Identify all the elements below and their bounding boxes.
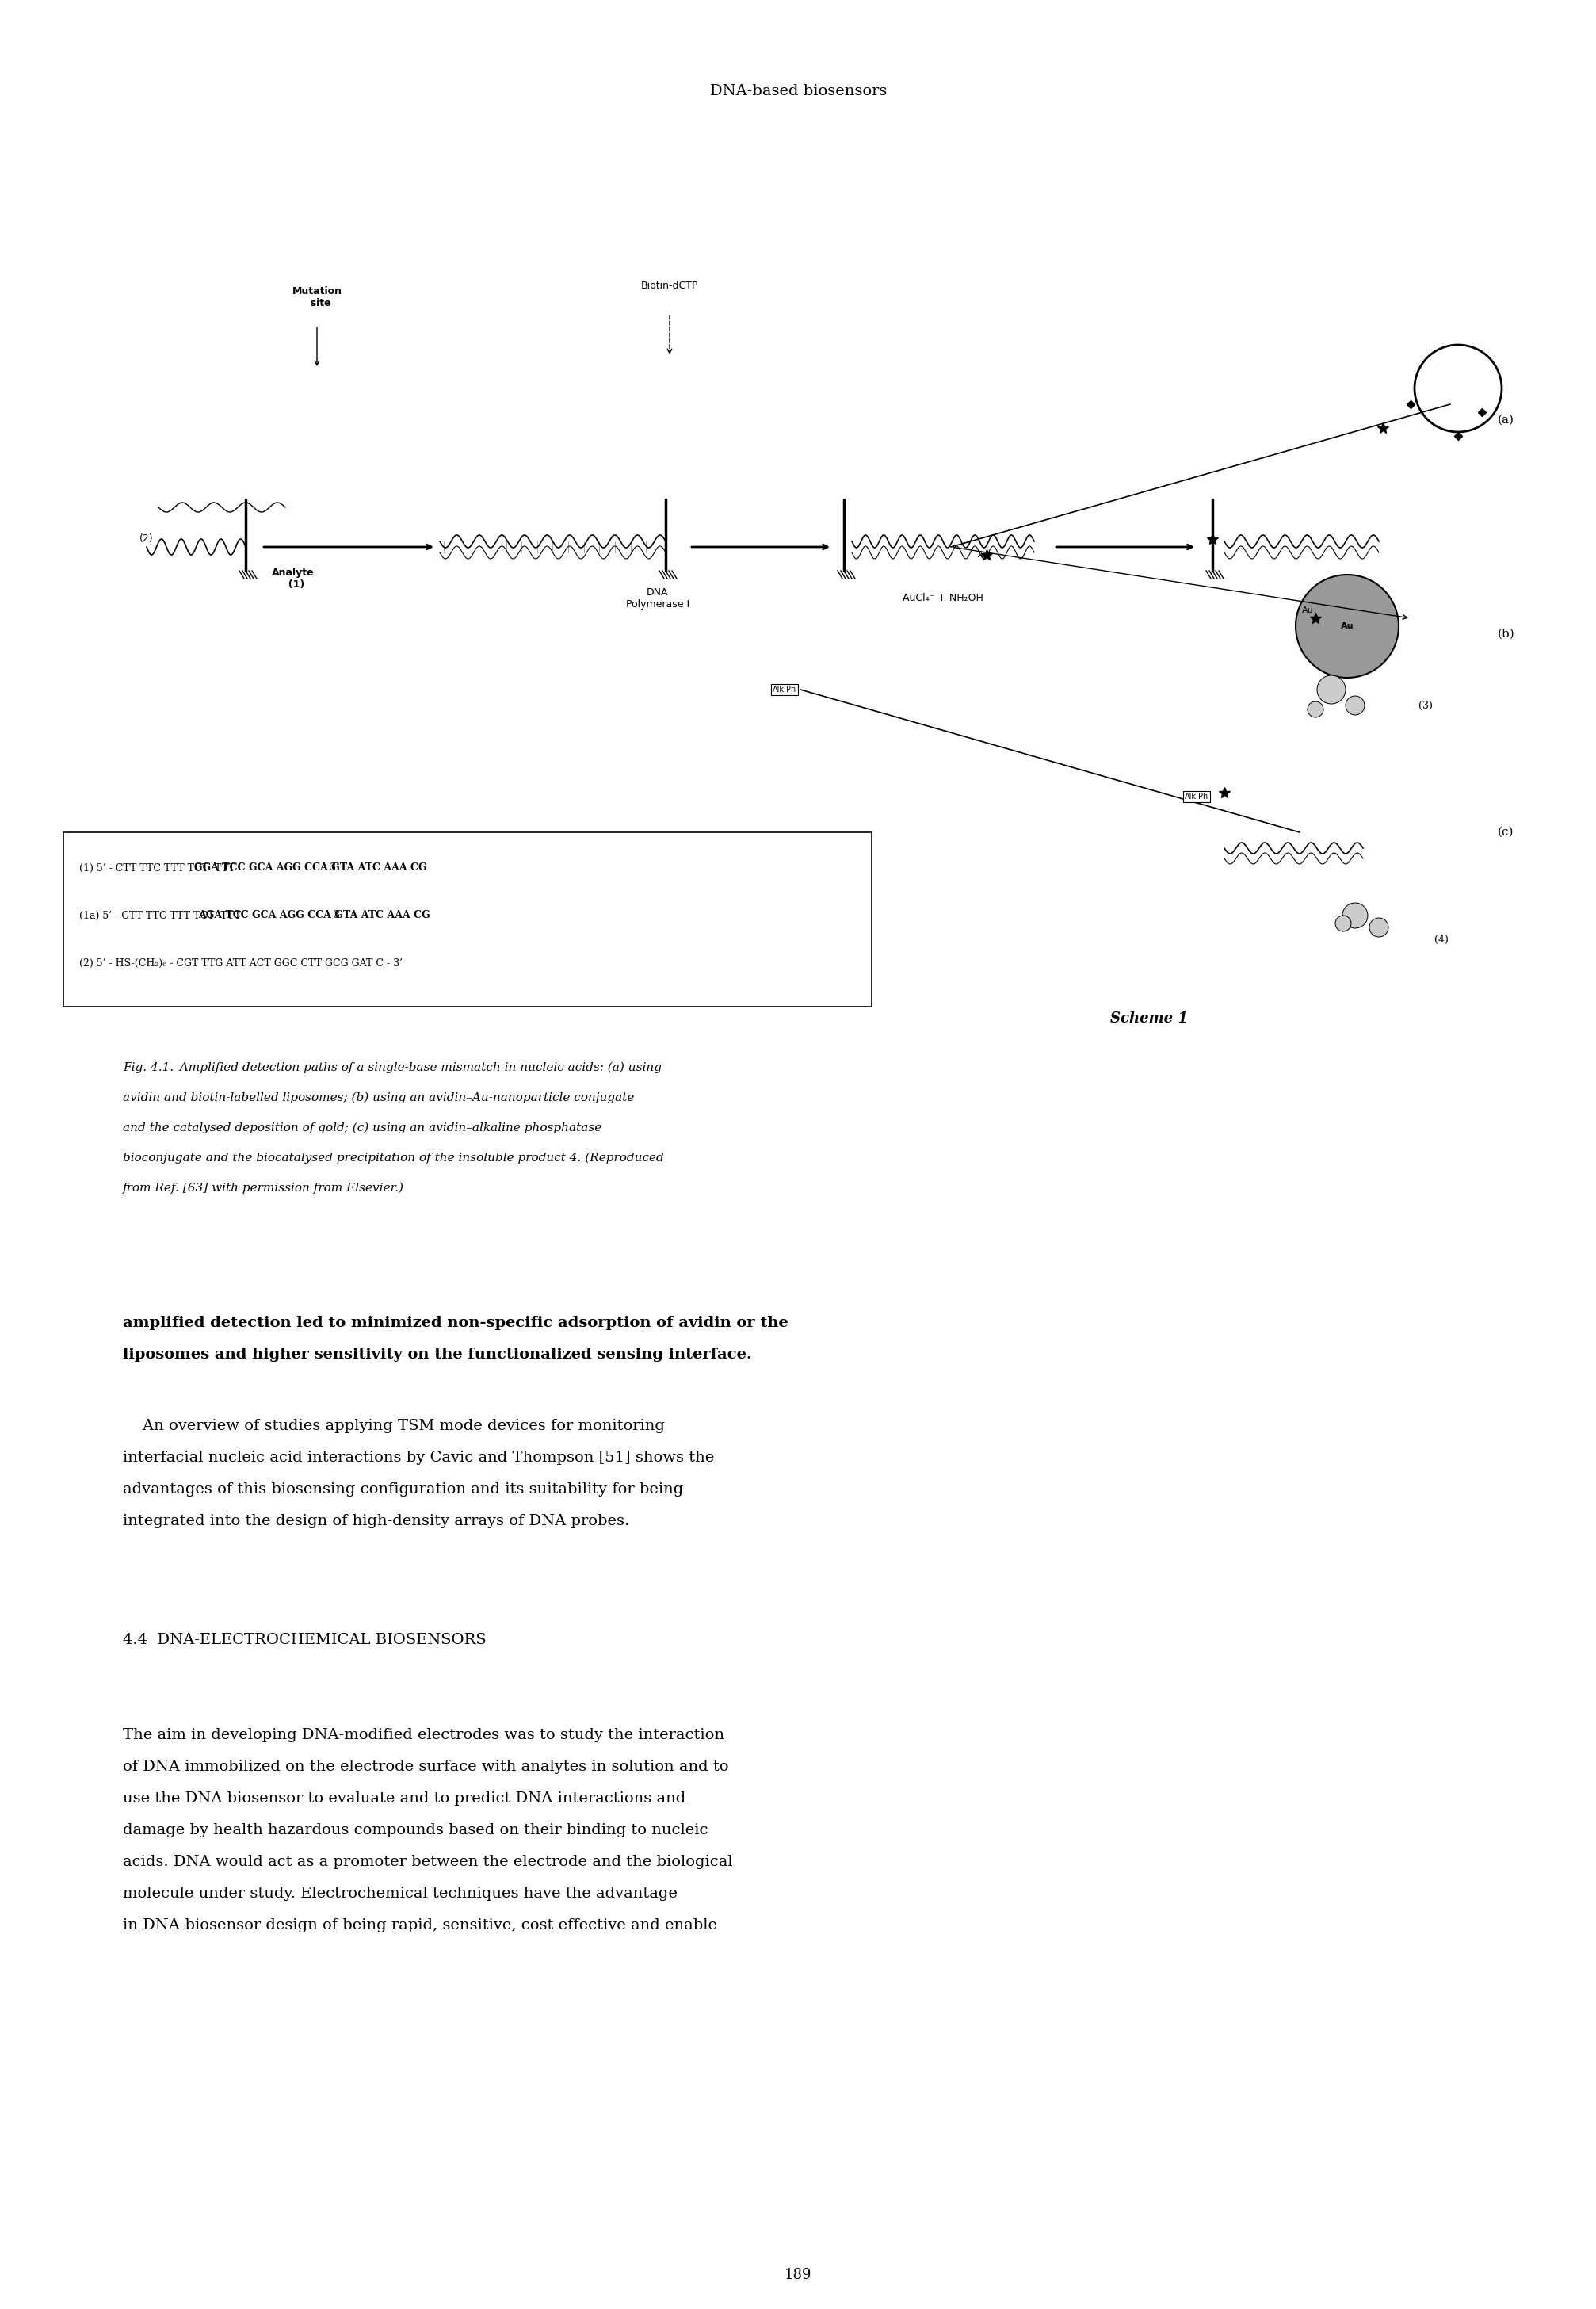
Text: 189: 189 [784,2267,812,2281]
Text: from Ref. [63] with permission from Elsevier.): from Ref. [63] with permission from Else… [123,1182,404,1194]
Text: bioconjugate and the biocatalysed precipitation of the insoluble product 4. (Rep: bioconjugate and the biocatalysed precip… [123,1152,664,1164]
Text: (2) 5’ - HS-(CH₂)₆ - CGT TTG ATT ACT GGC CTT GCG GAT C - 3’: (2) 5’ - HS-(CH₂)₆ - CGT TTG ATT ACT GGC… [80,958,402,967]
Text: acids. DNA would act as a promoter between the electrode and the biological: acids. DNA would act as a promoter betwe… [123,1854,733,1868]
Text: (1) 5’ - CTT TTC TTT TCT  TTT: (1) 5’ - CTT TTC TTT TCT TTT [80,864,241,873]
Text: (2): (2) [139,533,153,545]
Text: avidin and biotin-labelled liposomes; (b) using an avidin–Au-nanoparticle conjug: avidin and biotin-labelled liposomes; (b… [123,1092,634,1104]
Circle shape [1307,702,1323,718]
Text: DNA
Polymerase I: DNA Polymerase I [626,586,689,610]
Text: The aim in developing DNA-modified electrodes was to study the interaction: The aim in developing DNA-modified elect… [123,1727,725,1743]
Text: Amplified detection paths of a single-base mismatch in nucleic acids: (a) using: Amplified detection paths of a single-ba… [172,1062,661,1074]
Text: (3): (3) [1417,700,1432,711]
Text: AuCl₄⁻ + NH₂OH: AuCl₄⁻ + NH₂OH [902,593,983,603]
Text: An overview of studies applying TSM mode devices for monitoring: An overview of studies applying TSM mode… [123,1418,664,1434]
Text: Alk.Ph: Alk.Ph [1184,792,1208,801]
Text: use the DNA biosensor to evaluate and to predict DNA interactions and: use the DNA biosensor to evaluate and to… [123,1792,685,1806]
Text: integrated into the design of high-density arrays of DNA probes.: integrated into the design of high-densi… [123,1515,629,1529]
Text: interfacial nucleic acid interactions by Cavic and Thompson [51] shows the: interfacial nucleic acid interactions by… [123,1450,713,1464]
Circle shape [1345,695,1365,716]
Circle shape [1334,914,1350,931]
Text: (b): (b) [1497,628,1515,640]
Text: damage by health hazardous compounds based on their binding to nucleic: damage by health hazardous compounds bas… [123,1824,707,1838]
Text: Au: Au [1341,621,1353,630]
Text: DNA-based biosensors: DNA-based biosensors [710,83,886,99]
Text: GGA TCC GCA AGG CCA GTA ATC AAA CG: GGA TCC GCA AGG CCA GTA ATC AAA CG [195,864,426,873]
Text: AGA TCC GCA AGG CCA GTA ATC AAA CG: AGA TCC GCA AGG CCA GTA ATC AAA CG [198,910,429,921]
Text: Fig. 4.1.: Fig. 4.1. [123,1062,174,1074]
Text: Au: Au [977,552,988,559]
Text: of DNA immobilized on the electrode surface with analytes in solution and to: of DNA immobilized on the electrode surf… [123,1759,728,1773]
Text: liposomes and higher sensitivity on the functionalized sensing interface.: liposomes and higher sensitivity on the … [123,1348,752,1362]
Text: (c): (c) [1497,827,1513,838]
Text: - 3’: - 3’ [321,864,340,873]
Text: Alk.Ph: Alk.Ph [772,686,796,693]
Text: Mutation
  site: Mutation site [292,286,342,309]
Text: Scheme 1: Scheme 1 [1109,1011,1187,1025]
Text: and the catalysed deposition of gold; (c) using an avidin–alkaline phosphatase: and the catalysed deposition of gold; (c… [123,1122,602,1134]
Text: amplified detection led to minimized non-specific adsorption of avidin or the: amplified detection led to minimized non… [123,1316,788,1330]
Text: Biotin-dCTP: Biotin-dCTP [640,279,697,291]
Text: advantages of this biosensing configuration and its suitability for being: advantages of this biosensing configurat… [123,1482,683,1496]
Text: molecule under study. Electrochemical techniques have the advantage: molecule under study. Electrochemical te… [123,1886,677,1900]
Circle shape [1317,674,1345,704]
Circle shape [1342,903,1368,928]
Text: (4): (4) [1433,935,1448,944]
Circle shape [1369,919,1387,937]
Text: Au: Au [1301,607,1314,614]
Text: (a): (a) [1497,416,1513,425]
Text: 4.4  DNA-ELECTROCHEMICAL BIOSENSORS: 4.4 DNA-ELECTROCHEMICAL BIOSENSORS [123,1632,487,1646]
Text: in DNA-biosensor design of being rapid, sensitive, cost effective and enable: in DNA-biosensor design of being rapid, … [123,1919,717,1933]
Circle shape [1294,575,1398,679]
Bar [64,831,871,1007]
Text: - 3’: - 3’ [324,910,343,921]
Text: Analyte
  (1): Analyte (1) [271,568,314,589]
Text: (1a) 5’ - CTT TTC TTT TCT  TTT: (1a) 5’ - CTT TTC TTT TCT TTT [80,910,247,921]
